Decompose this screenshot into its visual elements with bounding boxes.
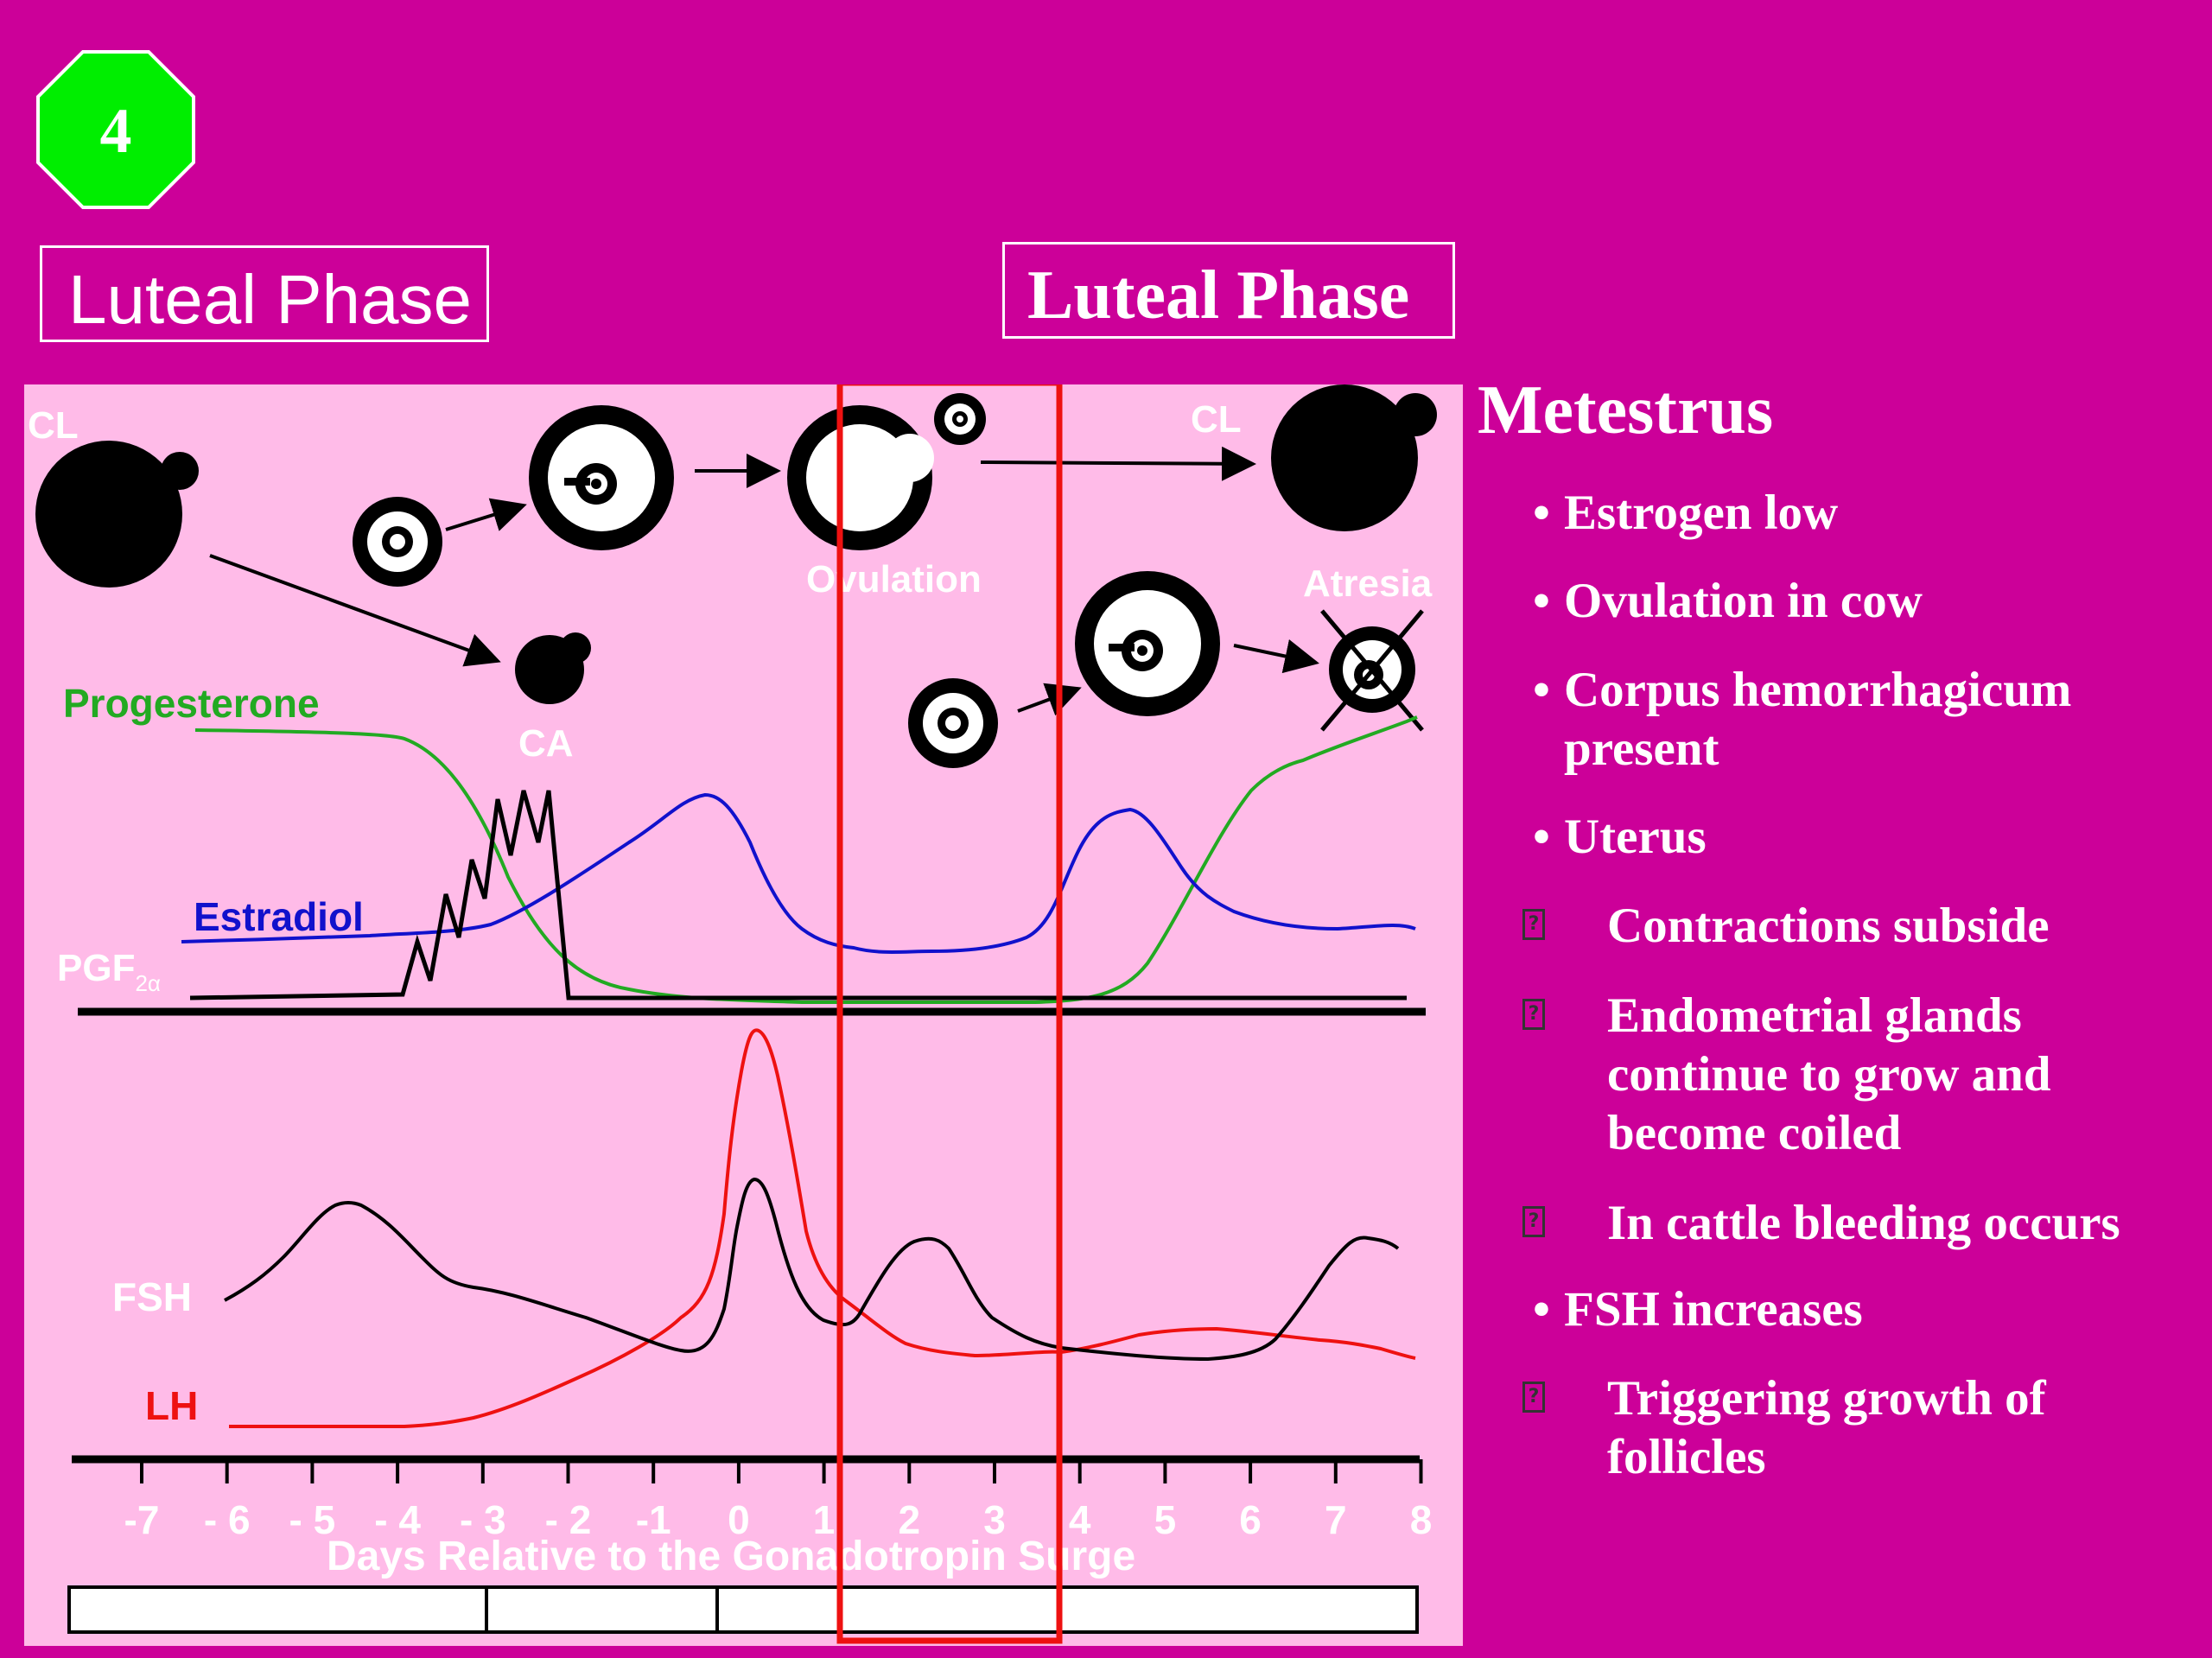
x-tick-label: - 6 <box>204 1497 251 1542</box>
pgf2a-curve <box>189 790 1407 1001</box>
missing-glyph-icon: ? <box>1522 909 1545 940</box>
estradiol-label: Estradiol <box>194 894 364 939</box>
note-line: Triggering growth of <box>1607 1371 2046 1426</box>
cl-right-label: CL <box>1191 398 1242 441</box>
follicle-medium <box>529 405 674 550</box>
x-tick-label: 8 <box>1410 1497 1433 1542</box>
corpus-albicans <box>515 632 591 704</box>
note-bullet: • Uterus <box>1533 808 1707 867</box>
bullet-dot: • <box>1533 810 1550 864</box>
missing-glyph-icon: ? <box>1522 999 1545 1030</box>
x-tick-label: - 3 <box>460 1497 506 1542</box>
progesterone-curve <box>194 715 1418 1004</box>
note-line: follicles <box>1607 1430 1766 1484</box>
progesterone-label: Progesterone <box>63 681 320 726</box>
x-tick-label: -1 <box>636 1497 671 1542</box>
pgf-subscript: 2α <box>135 970 161 996</box>
note-line: In cattle bleeding occurs <box>1607 1196 2120 1250</box>
note-sub-bullet: ? Triggering growth of follicles <box>1522 1369 2046 1487</box>
x-tick-label: 4 <box>1069 1497 1091 1542</box>
note-line: present <box>1564 721 1719 776</box>
x-tick-label: - 5 <box>289 1497 336 1542</box>
fsh-curve <box>224 1177 1400 1362</box>
step-badge: 4 <box>36 50 195 209</box>
note-line: Uterus <box>1564 810 1707 864</box>
note-line: Estrogen low <box>1564 486 1839 540</box>
ovulation-label: Ovulation <box>806 558 982 600</box>
estrous-cycle-diagram: CL CL Ovulation Atresia CA Progesterone … <box>24 384 1463 1646</box>
ca-label: CA <box>518 722 574 765</box>
note-sub-bullet: ? Endometrial glands continue to grow and b… <box>1522 987 2051 1163</box>
note-bullet: • Ovulation in cow <box>1533 572 1923 631</box>
bullet-dot: • <box>1533 486 1550 540</box>
cl-left-label: CL <box>28 404 79 447</box>
note-line: Ovulation in cow <box>1564 574 1923 628</box>
missing-glyph-icon: ? <box>1522 1382 1545 1413</box>
x-tick-label: 3 <box>983 1497 1006 1542</box>
pgf-label: PGF2α <box>57 947 161 996</box>
note-line: Endometrial glands <box>1607 988 2022 1043</box>
x-tick-label: 0 <box>728 1497 750 1542</box>
x-axis-ticks: -7 - 6 - 5 - 4 - 3 - 2 -1 0 1 2 3 4 5 6 7 8 <box>124 1459 1433 1542</box>
estradiol-curve <box>181 792 1416 954</box>
atresia-label: Atresia <box>1303 562 1433 605</box>
note-bullet: • Corpus hemorrhagicum present <box>1533 661 2072 778</box>
x-axis-label: Days Relative to the Gonadotropin Surge <box>327 1534 1135 1579</box>
x-tick-label: 1 <box>813 1497 836 1542</box>
fsh-label: FSH <box>112 1274 192 1319</box>
atretic-follicle <box>1320 609 1424 732</box>
x-tick-label: 2 <box>899 1497 921 1542</box>
step-number: 4 <box>100 96 132 167</box>
notes-title: Metestrus <box>1478 372 1774 448</box>
x-tick-label: 6 <box>1239 1497 1262 1542</box>
ovulatory-follicle <box>787 405 934 550</box>
bullet-dot: • <box>1533 1282 1550 1337</box>
lh-label: LH <box>145 1383 198 1428</box>
x-tick-label: 5 <box>1154 1497 1177 1542</box>
note-line: FSH increases <box>1564 1282 1863 1337</box>
bullet-dot: • <box>1533 663 1550 717</box>
follicle-second-wave-medium <box>1075 571 1220 716</box>
x-tick-label: -7 <box>124 1497 160 1542</box>
x-tick-label: 7 <box>1325 1497 1347 1542</box>
phase-label-right-text: Luteal Phase <box>1027 257 1410 334</box>
arrows <box>209 446 1319 716</box>
corpus-luteum-right <box>1271 384 1437 531</box>
metestrus-highlight-box <box>836 384 1063 1644</box>
note-bullet: • FSH increases <box>1533 1280 1863 1339</box>
x-tick-label: - 2 <box>545 1497 592 1542</box>
follicle-tiny-top <box>934 393 986 445</box>
note-line: continue to grow and <box>1607 1047 2051 1102</box>
phase-label-right: Luteal Phase <box>1002 242 1455 339</box>
bullet-dot: • <box>1533 574 1550 628</box>
phase-bar <box>67 1585 1419 1634</box>
missing-glyph-icon: ? <box>1522 1206 1545 1237</box>
phase-label-left-text: Luteal Phase <box>68 261 473 338</box>
note-line: Contractions subside <box>1607 899 2050 953</box>
follicle-second-wave-small <box>908 678 998 768</box>
note-bullet: • Estrogen low <box>1533 484 1839 543</box>
note-sub-bullet: ? In cattle bleeding occurs <box>1522 1194 2120 1253</box>
note-sub-bullet: ? Contractions subside <box>1522 897 2050 956</box>
phase-label-left: Luteal Phase <box>40 245 489 342</box>
x-tick-label: - 4 <box>374 1497 421 1542</box>
lh-curve <box>229 1028 1416 1429</box>
corpus-luteum-left <box>35 441 199 588</box>
follicle-small-left <box>353 497 442 587</box>
note-line: Corpus hemorrhagicum <box>1564 663 2072 717</box>
note-line: become coiled <box>1607 1106 1902 1160</box>
